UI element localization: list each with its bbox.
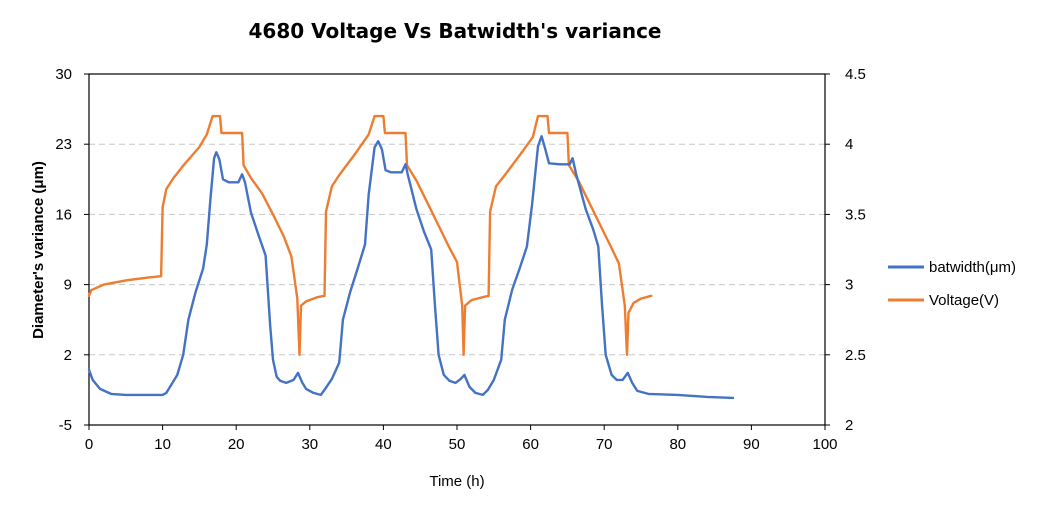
y-tick-label: 30 — [55, 66, 72, 83]
series-lines — [87, 114, 735, 400]
chart-title: 4680 Voltage Vs Batwidth's variance — [249, 19, 662, 43]
y2-tick-label: 3 — [845, 277, 853, 294]
y2-tick-label: 4.5 — [845, 66, 866, 83]
y-tick-label: 16 — [55, 206, 72, 223]
legend: batwidth(μm) Voltage(V) — [888, 259, 1016, 309]
y2-tick-label: 2.5 — [845, 347, 866, 364]
x-tick-label: 70 — [596, 436, 613, 453]
y-tick-label: -5 — [59, 417, 72, 434]
y-axis-title: Diameter's variance (μm) — [30, 161, 47, 339]
x-tick-label: 100 — [812, 436, 837, 453]
x-axis-ticks: 0 10 20 30 40 50 60 70 80 90 100 — [85, 425, 838, 453]
plot-area-border — [88, 73, 826, 426]
y-tick-label: 2 — [64, 347, 72, 364]
y2-axis-ticks: 2 2.5 3 3.5 4 4.5 — [825, 66, 866, 434]
x-tick-label: 20 — [228, 436, 245, 453]
x-tick-label: 50 — [449, 436, 466, 453]
x-tick-label: 80 — [669, 436, 686, 453]
legend-label-voltage: Voltage(V) — [929, 292, 999, 309]
x-tick-label: 10 — [154, 436, 171, 453]
y2-tick-label: 2 — [845, 417, 853, 434]
y-tick-label: 23 — [55, 136, 72, 153]
y2-tick-label: 3.5 — [845, 206, 866, 223]
legend-label-batwidth: batwidth(μm) — [929, 259, 1016, 276]
x-tick-label: 90 — [743, 436, 760, 453]
series-line-voltage — [87, 114, 653, 356]
gridlines — [89, 73, 825, 356]
x-tick-label: 30 — [301, 436, 318, 453]
y-tick-label: 9 — [64, 277, 72, 294]
series-line-batwidth — [87, 135, 735, 400]
y2-tick-label: 4 — [845, 136, 853, 153]
x-tick-label: 40 — [375, 436, 392, 453]
x-axis-title: Time (h) — [429, 473, 484, 490]
x-tick-label: 0 — [85, 436, 93, 453]
x-tick-label: 60 — [522, 436, 539, 453]
y-axis-ticks: -5 2 9 16 23 30 — [55, 66, 89, 434]
